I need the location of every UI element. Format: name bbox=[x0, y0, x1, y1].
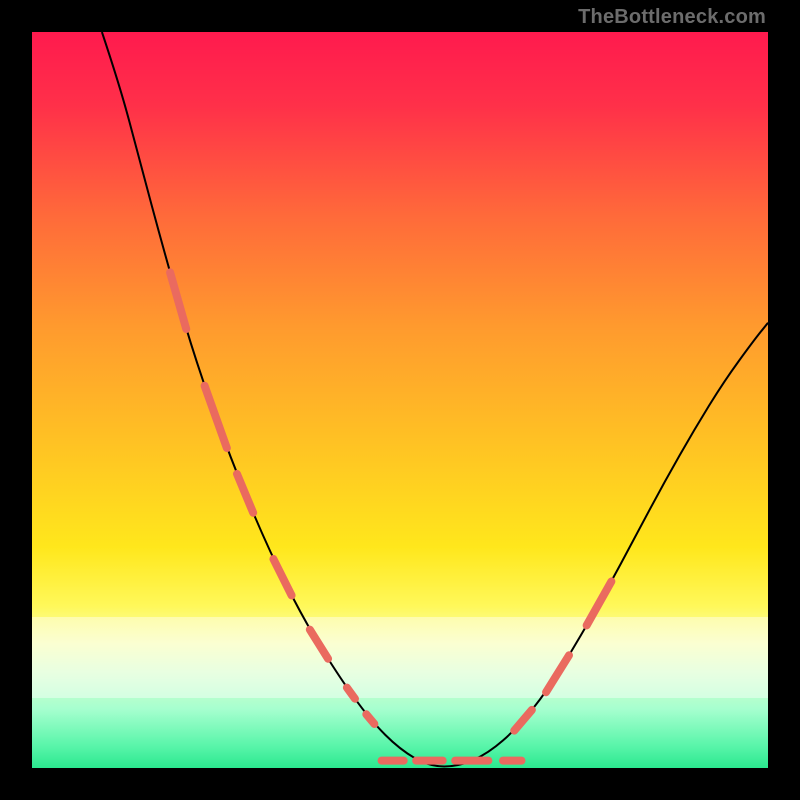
dash-segment bbox=[237, 474, 253, 513]
dash-overlays bbox=[170, 272, 611, 760]
dash-segment bbox=[347, 688, 355, 699]
v-curve bbox=[102, 32, 768, 767]
curve-layer bbox=[32, 32, 768, 768]
dash-segment bbox=[205, 386, 227, 448]
dash-segment bbox=[366, 714, 374, 724]
dash-segment bbox=[310, 630, 328, 659]
dash-segment bbox=[587, 581, 612, 625]
chart-frame: TheBottleneck.com bbox=[0, 0, 800, 800]
dash-segment bbox=[514, 710, 532, 731]
dash-segment bbox=[546, 655, 569, 692]
dash-segment bbox=[170, 272, 186, 329]
dash-segment bbox=[273, 559, 291, 595]
watermark-text: TheBottleneck.com bbox=[578, 6, 766, 29]
